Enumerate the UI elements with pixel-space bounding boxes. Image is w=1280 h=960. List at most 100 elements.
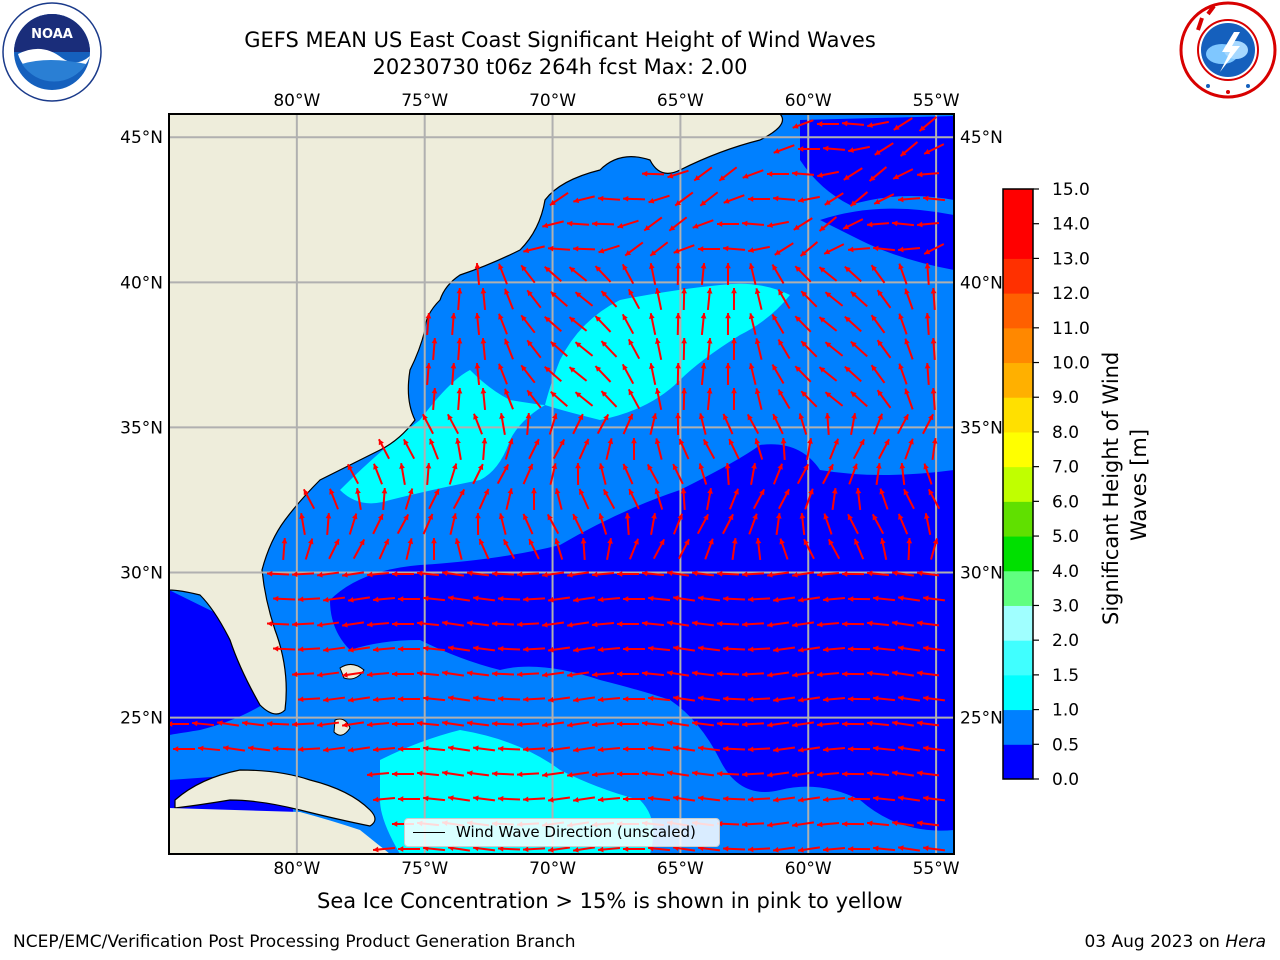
wave-direction-arrow [866,570,890,577]
lat-label-left: 25°N [120,709,163,729]
wave-direction-arrow [591,721,615,728]
wave-direction-arrow [822,746,846,753]
wave-direction-arrow [897,595,921,602]
wave-direction-arrow [922,745,946,752]
wave-direction-arrow [855,487,862,511]
wave-direction-arrow [822,646,846,653]
wave-direction-arrow [816,771,840,778]
wave-direction-arrow [780,437,787,461]
wave-direction-arrow [605,438,614,460]
wave-direction-arrow [772,646,796,653]
wave-direction-arrow [722,513,734,535]
wave-direction-arrow [797,846,821,853]
wave-direction-arrow [870,364,886,384]
wave-direction-arrow [752,488,766,510]
wave-direction-arrow [850,290,868,308]
wave-direction-arrow [391,771,415,777]
wave-direction-arrow [797,596,821,603]
wave-direction-arrow [675,262,682,286]
wave-direction-arrow [366,621,390,628]
wave-direction-arrow [880,538,888,560]
wave-direction-arrow [447,595,471,602]
wave-direction-arrow [441,670,465,677]
wave-direction-arrow [897,645,921,652]
wave-direction-arrow [497,845,521,852]
wave-direction-arrow [247,745,271,752]
wave-direction-arrow [772,413,784,435]
wave-direction-arrow [425,362,432,386]
colorbar-segment [1003,536,1033,572]
wave-direction-arrow [818,216,838,232]
wave-direction-arrow [741,220,765,227]
wave-direction-arrow [800,390,818,408]
wave-direction-arrow [566,621,590,628]
wave-direction-arrow [722,645,746,652]
wave-direction-arrow [847,646,871,652]
wave-direction-arrow [847,246,871,253]
wave-direction-arrow [372,796,396,803]
wave-direction-arrow [678,538,690,560]
wave-direction-arrow [799,241,819,257]
wave-direction-arrow [641,620,665,627]
wave-direction-arrow [591,621,615,628]
wave-direction-arrow [697,595,721,602]
wave-direction-arrow [622,646,646,652]
wave-direction-arrow [547,796,571,803]
wave-direction-arrow [525,412,532,436]
wave-direction-arrow [747,746,771,753]
wave-direction-arrow [897,695,921,702]
wave-direction-arrow [496,463,510,485]
wave-direction-arrow [873,193,895,205]
wave-direction-arrow [772,463,784,485]
wave-direction-arrow [352,538,366,560]
wave-direction-arrow [366,671,390,678]
colorbar-segment [1003,744,1033,780]
wave-direction-arrow [597,596,621,603]
colorbar: 0.0 0.5 1.0 1.5 2.0 3.0 4.0 5.0 6.0 7.0 8.0 9.0 10.0… [1002,180,1090,790]
wave-direction-arrow [850,340,868,358]
wave-direction-arrow [550,291,568,307]
colorbar-segment [1003,466,1033,502]
wave-direction-arrow [718,166,738,182]
wave-direction-arrow [852,438,866,460]
wave-direction-arrow [372,596,396,603]
wave-direction-arrow [616,621,640,627]
wave-direction-arrow [747,196,771,202]
wave-direction-arrow [452,488,466,510]
wave-direction-arrow [747,596,771,603]
wave-direction-arrow [847,596,871,602]
wave-direction-arrow [541,771,565,778]
wave-direction-arrow [602,488,616,510]
wave-direction-arrow [841,821,865,827]
wave-direction-arrow [366,571,390,578]
wave-direction-arrow [668,216,688,232]
wave-direction-arrow [397,646,421,652]
wave-direction-arrow [655,388,663,410]
wave-direction-arrow [641,570,665,577]
nws-logo [1179,1,1277,99]
wave-direction-arrow [522,696,546,703]
wave-direction-arrow [647,645,671,652]
wave-direction-arrow [475,512,481,536]
wave-direction-arrow [673,244,695,254]
wave-direction-arrow [574,391,594,407]
wave-direction-arrow [291,671,315,678]
wave-direction-arrow [899,141,919,157]
wave-direction-arrow [497,645,521,652]
wave-direction-arrow [722,695,746,702]
colorbar-segment [1003,397,1033,433]
wave-direction-arrow [617,219,639,229]
land-southwest [169,808,390,854]
wave-direction-arrow [472,595,496,602]
wave-direction-arrow [692,219,714,229]
wave-direction-arrow [431,387,438,411]
wave-direction-arrow [372,846,396,853]
wave-direction-arrow [554,538,564,560]
wave-direction-arrow [647,745,671,752]
wave-direction-arrow [472,695,496,702]
wave-direction-arrow [578,438,590,460]
wave-direction-arrow [927,488,941,510]
wave-direction-arrow [572,413,584,435]
wave-direction-arrow [816,671,840,678]
colorbar-segment [1003,570,1033,606]
